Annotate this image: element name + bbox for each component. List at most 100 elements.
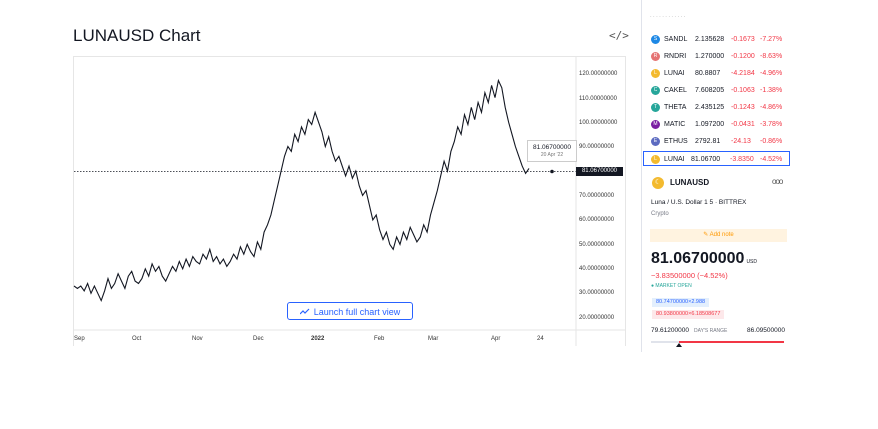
y-axis-tick-label: 40.00000000 [579,266,615,272]
y-axis-tick-label: 110.00000000 [579,96,617,102]
x-axis-tick-label: 24 [537,336,544,342]
x-axis-tick-label: Sep [74,336,85,342]
y-axis-tick-label: 60.00000000 [579,217,615,223]
x-axis-tick-label: 2022 [311,336,325,342]
watchlist-symbol: RNDRI [664,53,687,60]
current-price-label: 81.06700000 [576,167,623,176]
coin-icon: T [651,103,660,112]
watchlist-percent: -0.86% [760,138,783,145]
coin-icon: S [651,35,660,44]
watchlist-symbol: CAKEL [664,87,687,94]
range-low: 79.61200000 [651,327,689,334]
range-label: DAY'S RANGE [694,328,728,334]
watchlist-symbol: SANDL [664,36,688,43]
y-axis-tick-label: 120.00000000 [579,71,618,77]
range-bar-fill [678,341,784,343]
watchlist-change: -4.2184 [731,70,755,77]
embed-code-icon[interactable]: </> [609,29,629,42]
range-high: 86.09500000 [747,327,785,334]
tooltip-date: 20 Apr '22 [540,152,564,158]
ask-price: 80.93800000×6.18508677 [652,310,725,319]
coin-icon: E [651,137,660,146]
launch-full-chart-button[interactable]: Launch full chart view [287,302,413,320]
x-axis-tick-label: Oct [132,336,142,342]
watchlist-row[interactable]: S SANDL 2.135628 -0.1673 -7.27% [650,32,790,47]
price-change: −3.83500000 (−4.52%) [651,271,728,280]
watchlist-last: 80.8807 [695,70,721,77]
coin-icon: L [651,69,660,78]
chart-line-icon [299,303,310,321]
launch-label: Launch full chart view [313,307,401,317]
add-note-label: Add note [709,232,734,238]
watchlist-row[interactable]: R RNDRI 1.270000 -0.1200 -8.63% [650,49,790,64]
panel-divider [641,0,642,352]
watchlist-symbol: THETA [664,104,687,111]
watchlist-change: -0.1243 [731,104,755,111]
x-axis-tick-label: Mar [428,336,439,342]
watchlist-change: -24.13 [731,138,751,145]
watchlist-symbol: LUNAI [664,70,685,77]
note-icon: ✎ [703,232,710,238]
watchlist-row[interactable]: L LUNAI 81.06700 -3.8350 -4.52% [643,151,790,166]
watchlist-row[interactable]: E ETHUS 2792.81 -24.13 -0.86% [650,134,790,149]
watchlist-percent: -1.38% [760,87,783,94]
details-description: Luna / U.S. Dollar 1 5 · BITTREX [651,199,747,206]
watchlist-percent: -4.52% [760,156,783,163]
watchlist-row[interactable]: L LUNAI 80.8807 -4.2184 -4.96% [650,66,790,81]
watchlist-header: · · · · · · · · · · · · [650,14,686,17]
watchlist-percent: -3.78% [760,121,783,128]
price-chart-svg[interactable] [0,0,640,350]
details-symbol: LUNAUSD [670,178,710,187]
watchlist-last: 2.135628 [695,36,725,43]
market-status: ● MARKET OPEN [651,283,692,289]
watchlist-row[interactable]: C CAKEL 7.608205 -0.1063 -1.38% [650,83,790,98]
watchlist-symbol: ETHUS [664,138,688,145]
range-bar-marker [675,343,682,347]
coin-icon: R [651,52,660,61]
y-axis-tick-label: 20.00000000 [579,315,615,321]
crosshair-point [550,169,554,174]
last-price-value: 81.06700000 [651,250,745,267]
watchlist-row[interactable]: T THETA 2.435125 -0.1243 -4.86% [650,100,790,115]
x-axis-tick-label: Feb [374,336,385,342]
coin-icon: L [651,155,660,164]
watchlist-change: -0.1673 [731,36,755,43]
watchlist-last: 1.097200 [695,121,725,128]
watchlist-last: 1.270000 [695,53,725,60]
x-axis-tick-label: Apr [491,336,501,342]
coin-icon: C [651,86,660,95]
watchlist-percent: -4.86% [760,104,783,111]
add-note-button[interactable]: ✎ Add note [650,229,787,242]
watchlist-change: -0.0431 [731,121,755,128]
watchlist-percent: -4.96% [760,70,783,77]
price-currency: USD [746,259,757,265]
x-axis-tick-label: Dec [253,336,264,342]
page-title: LUNAUSD Chart [73,26,201,45]
luna-logo-icon: ☾ [652,177,664,189]
y-axis-tick-label: 30.00000000 [579,290,615,296]
watchlist-change: -0.1063 [731,87,755,94]
watchlist-row[interactable]: M MATIC 1.097200 -0.0431 -3.78% [650,117,790,132]
watchlist-symbol: LUNAI [664,156,685,163]
watchlist-symbol: MATIC [664,121,686,128]
tooltip-value: 81.06700000 [533,144,571,151]
watchlist-percent: -7.27% [760,36,783,43]
details-type: Crypto [651,211,669,217]
chart-area[interactable] [73,56,626,346]
watchlist-last: 7.608205 [695,87,725,94]
watchlist-last: 2792.81 [695,138,721,145]
y-axis-tick-label: 70.00000000 [579,193,615,199]
y-axis-tick-label: 50.00000000 [579,242,615,248]
y-axis-tick-label: 100.00000000 [579,120,618,126]
more-options-icon[interactable]: ooo [772,177,783,186]
y-axis-tick-label: 90.00000000 [579,144,615,150]
watchlist-last: 2.435125 [695,104,725,111]
coin-icon: M [651,120,660,129]
watchlist-change: -3.8350 [730,156,754,163]
last-price: 81.06700000 USD [651,250,757,268]
watchlist-percent: -8.63% [760,53,783,60]
crosshair-tooltip: 81.06700000 20 Apr '22 [527,140,577,162]
days-range: 79.61200000 DAY'S RANGE 86.09500000 [651,327,788,334]
price-line-series [73,78,530,303]
watchlist-last: 81.06700 [691,156,721,163]
